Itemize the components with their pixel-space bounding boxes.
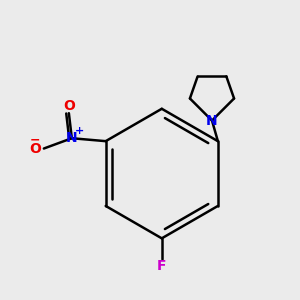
- Text: N: N: [66, 131, 78, 145]
- Text: O: O: [63, 99, 75, 113]
- Text: −: −: [30, 133, 40, 146]
- Text: O: O: [29, 142, 41, 155]
- Text: +: +: [75, 126, 84, 136]
- Text: N: N: [206, 114, 218, 128]
- Text: F: F: [157, 259, 166, 273]
